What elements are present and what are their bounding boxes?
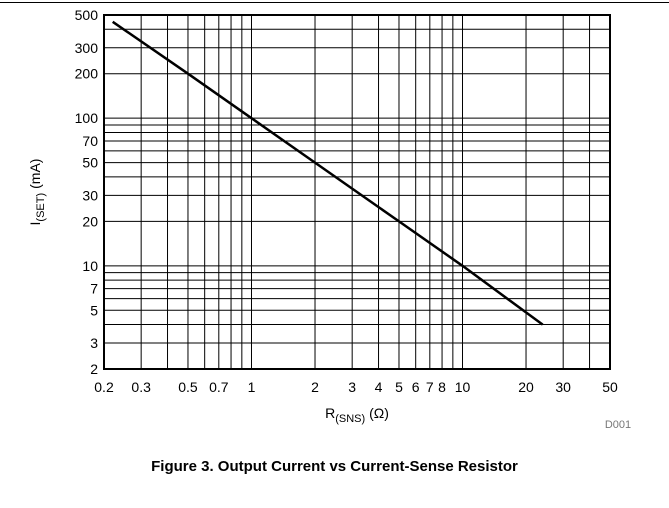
series-line xyxy=(111,20,544,326)
x-tick-label: 20 xyxy=(518,379,534,395)
x-tick-label: 0.2 xyxy=(94,379,114,395)
chart: 0.2 0.3 0.5 0.7 1 2 3 4 5 6 7 8 10 20 30 50 23571020305… xyxy=(27,7,631,431)
y-axis-label: I(SET) (mA) xyxy=(27,159,47,226)
x-tick-label: 3 xyxy=(348,379,356,395)
y-tick-label: 100 xyxy=(75,110,99,126)
data-layer xyxy=(111,20,544,326)
y-tick-label: 3 xyxy=(90,335,98,351)
x-tick-label: 4 xyxy=(375,379,383,395)
x-tick-label: 7 xyxy=(426,379,434,395)
x-tick-label: 1 xyxy=(248,379,256,395)
x-tick-label: 30 xyxy=(555,379,571,395)
y-tick-label: 70 xyxy=(82,133,98,149)
y-tick-label: 500 xyxy=(75,7,99,23)
y-tick-label: 7 xyxy=(90,281,98,297)
y-tick-labels: 2 3 5 7 10 20 30 50 70 100 200 300 500 xyxy=(75,7,99,377)
plot-frame xyxy=(103,14,611,370)
y-tick-label: 20 xyxy=(82,213,98,229)
x-tick-label: 5 xyxy=(395,379,403,395)
x-tick-label: 0.7 xyxy=(209,379,229,395)
y-tick-label: 200 xyxy=(75,66,99,82)
x-tick-label: 6 xyxy=(412,379,420,395)
y-tick-label: 300 xyxy=(75,40,99,56)
x-tick-label: 8 xyxy=(438,379,446,395)
y-tick-label: 50 xyxy=(82,155,98,171)
x-axis-label: R(SNS) (Ω) xyxy=(325,405,389,425)
figure-code: D001 xyxy=(605,419,631,431)
x-tick-label: 0.5 xyxy=(178,379,198,395)
figure-caption: Figure 3. Output Current vs Current-Sens… xyxy=(151,458,518,475)
x-tick-label: 2 xyxy=(311,379,319,395)
y-tick-label: 2 xyxy=(90,361,98,377)
y-tick-label: 10 xyxy=(82,258,98,274)
x-tick-label: 50 xyxy=(602,379,618,395)
x-axis-label-unit: (Ω) xyxy=(369,405,389,421)
x-tick-label: 0.3 xyxy=(131,379,151,395)
y-tick-label: 5 xyxy=(90,302,98,318)
y-axis-label-sub: (SET) xyxy=(35,193,47,222)
x-tick-label: 10 xyxy=(455,379,471,395)
grid xyxy=(104,15,610,369)
y-axis-label-main: I xyxy=(27,222,43,226)
top-rule xyxy=(0,2,669,3)
y-tick-label: 30 xyxy=(82,187,98,203)
y-axis-label-unit: (mA) xyxy=(27,159,43,189)
x-axis-label-main: R xyxy=(325,405,335,421)
x-tick-labels: 0.2 0.3 0.5 0.7 1 2 3 4 5 6 7 8 10 20 30 50 xyxy=(94,379,618,395)
x-axis-label-sub: (SNS) xyxy=(335,413,365,425)
